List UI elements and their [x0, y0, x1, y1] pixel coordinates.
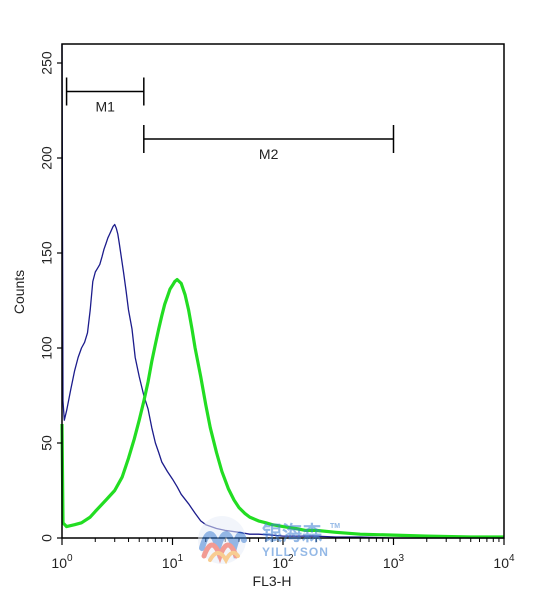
x-tick-base: 10 — [383, 555, 399, 571]
x-tick-exponent: 0 — [67, 553, 73, 564]
y-axis-title: Counts — [11, 270, 27, 314]
x-tick-exponent: 2 — [288, 553, 294, 564]
y-tick-label: 200 — [39, 146, 55, 170]
watermark-tm: TM — [330, 523, 340, 530]
x-tick-base: 10 — [272, 555, 288, 571]
x-tick-label: 102 — [272, 553, 294, 571]
marker-label: M2 — [259, 146, 279, 162]
watermark-en-text: YILLYSON — [262, 545, 329, 559]
x-tick-label: 104 — [493, 553, 515, 571]
x-tick-exponent: 4 — [509, 553, 515, 564]
y-tick-label: 150 — [39, 241, 55, 265]
x-tick-label: 101 — [162, 553, 184, 571]
plot-frame — [61, 43, 505, 539]
x-tick-exponent: 1 — [178, 553, 184, 564]
x-tick-base: 10 — [493, 555, 509, 571]
y-tick-label: 250 — [39, 51, 55, 75]
watermark: 银海森 TM YILLYSON — [198, 516, 340, 565]
watermark-cn-text: 银海森 — [262, 521, 323, 545]
marker-label: M1 — [95, 99, 115, 115]
watermark-logo-icon — [198, 516, 247, 565]
x-tick-label: 103 — [383, 553, 405, 571]
x-tick-base: 10 — [162, 555, 178, 571]
x-tick-exponent: 3 — [399, 553, 405, 564]
series-layer — [60, 43, 504, 539]
y-tick-label: 0 — [39, 534, 55, 542]
y-tick-label: 50 — [39, 435, 55, 451]
y-tick-label: 100 — [39, 336, 55, 360]
x-axis-title: FL3-H — [253, 573, 292, 589]
x-tick-base: 10 — [51, 555, 67, 571]
series-line-control — [61, 43, 504, 539]
series-line-sample — [60, 278, 504, 539]
x-tick-label: 100 — [51, 553, 73, 571]
marker-layer: M1 M2 — [65, 77, 395, 162]
